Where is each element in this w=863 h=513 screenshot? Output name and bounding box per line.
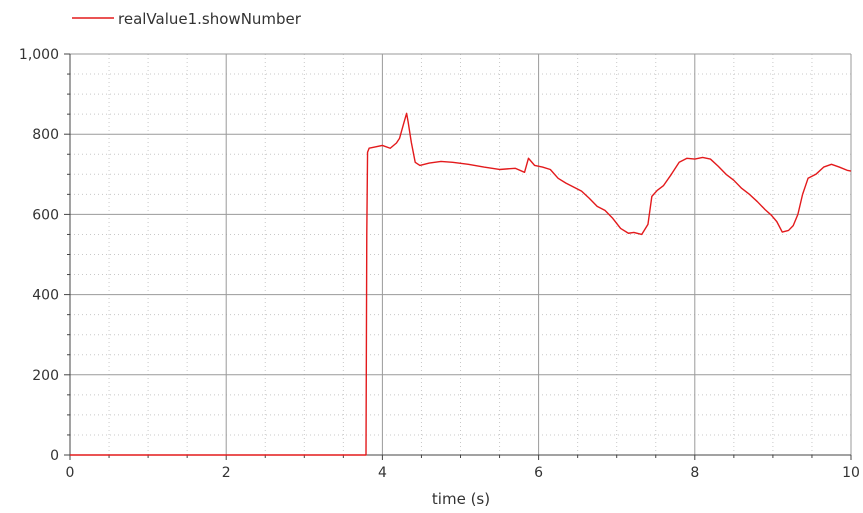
y-tick-label: 600 (32, 207, 59, 223)
legend-label: realValue1.showNumber (118, 10, 302, 28)
y-tick-label: 200 (32, 368, 59, 384)
legend: realValue1.showNumber (72, 10, 302, 28)
x-tick-label: 0 (66, 465, 75, 481)
x-axis-label: time (s) (432, 490, 490, 508)
y-tick-label: 400 (32, 288, 59, 304)
y-axis-ticks: 0 200 400 600 800 1,000 (19, 47, 70, 464)
major-grid (70, 53, 852, 455)
y-tick-label: 800 (32, 127, 59, 143)
x-tick-label: 6 (534, 465, 543, 481)
y-tick-label: 0 (50, 448, 59, 464)
x-axis-ticks: 0 2 4 6 8 10 (66, 455, 860, 481)
x-tick-label: 2 (222, 465, 231, 481)
y-tick-label: 1,000 (19, 47, 59, 63)
minor-grid (70, 54, 851, 455)
x-tick-label: 10 (842, 465, 860, 481)
series-line (70, 112, 852, 456)
series-layer (70, 112, 852, 456)
x-tick-label: 8 (690, 465, 699, 481)
x-tick-label: 4 (378, 465, 387, 481)
